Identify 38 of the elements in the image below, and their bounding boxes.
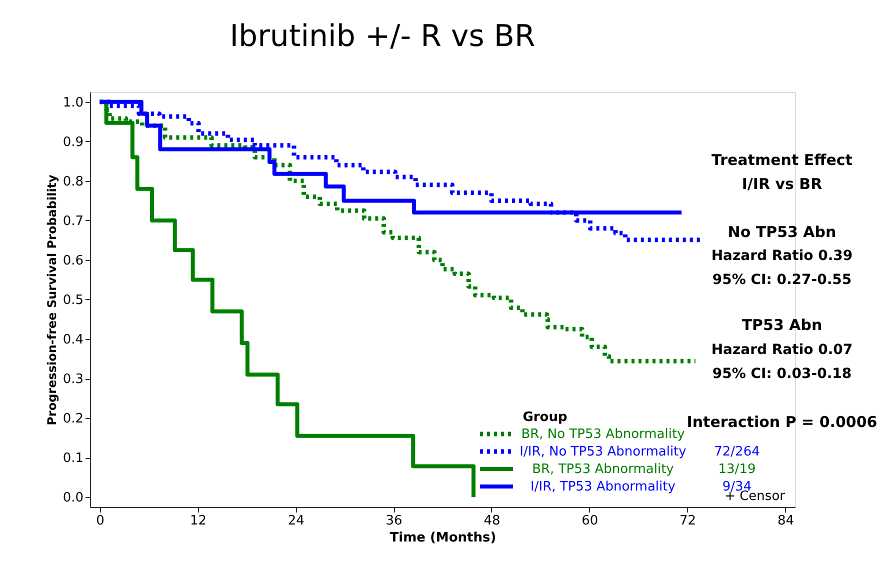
y-tick-label: 0.2: [62, 412, 84, 427]
annotation: Treatment Effect: [712, 151, 852, 169]
legend-label: BR, No TP53 Abnormality: [521, 427, 686, 442]
y-axis-title: Progression-free Survival Probability: [44, 174, 59, 426]
legend-title: Group: [522, 410, 568, 425]
y-tick-label: 0.7: [62, 214, 84, 229]
y-tick-label: 0.5: [62, 293, 84, 308]
x-tick-label: 48: [484, 514, 500, 528]
annotation: 72/264: [714, 444, 760, 460]
y-tick-label: 0.0: [62, 490, 84, 506]
annotation: I/IR vs BR: [742, 175, 823, 193]
legend-label: I/IR, No TP53 Abnormality: [520, 444, 687, 460]
y-tick-label: 0.4: [62, 332, 84, 348]
x-tick-label: 12: [190, 514, 206, 528]
y-tick-label: 0.1: [62, 451, 84, 466]
x-tick-label: 60: [582, 514, 598, 528]
chart-title: Ibrutinib +/- R vs BR: [230, 19, 536, 54]
legend-label: I/IR, TP53 Abnormality: [530, 480, 676, 494]
annotation: Hazard Ratio 0.39: [711, 248, 853, 264]
annotation: No TP53 Abn: [728, 223, 836, 241]
annotation: Hazard Ratio 0.07: [711, 342, 853, 358]
annotation: 95% CI: 0.03-0.18: [712, 366, 852, 382]
x-tick-label: 84: [777, 514, 794, 528]
annotation: Interaction P = 0.0006: [686, 413, 878, 431]
x-axis-title: Time (Months): [390, 530, 496, 546]
x-tick-label: 24: [288, 514, 304, 528]
y-tick-label: 0.6: [62, 253, 84, 268]
annotation: 13/19: [718, 462, 756, 477]
y-tick-label: 0.9: [62, 134, 84, 150]
annotation: 95% CI: 0.27-0.55: [712, 272, 852, 288]
y-tick-label: 0.3: [62, 372, 84, 388]
y-tick-label: 1.0: [62, 95, 84, 110]
x-tick-label: 36: [386, 514, 402, 528]
x-tick-label: 0: [96, 514, 104, 528]
legend-label: BR, TP53 Abnormality: [532, 462, 674, 477]
annotation: TP53 Abn: [742, 316, 822, 334]
y-tick-label: 0.8: [62, 174, 84, 190]
x-tick-label: 72: [680, 514, 696, 528]
